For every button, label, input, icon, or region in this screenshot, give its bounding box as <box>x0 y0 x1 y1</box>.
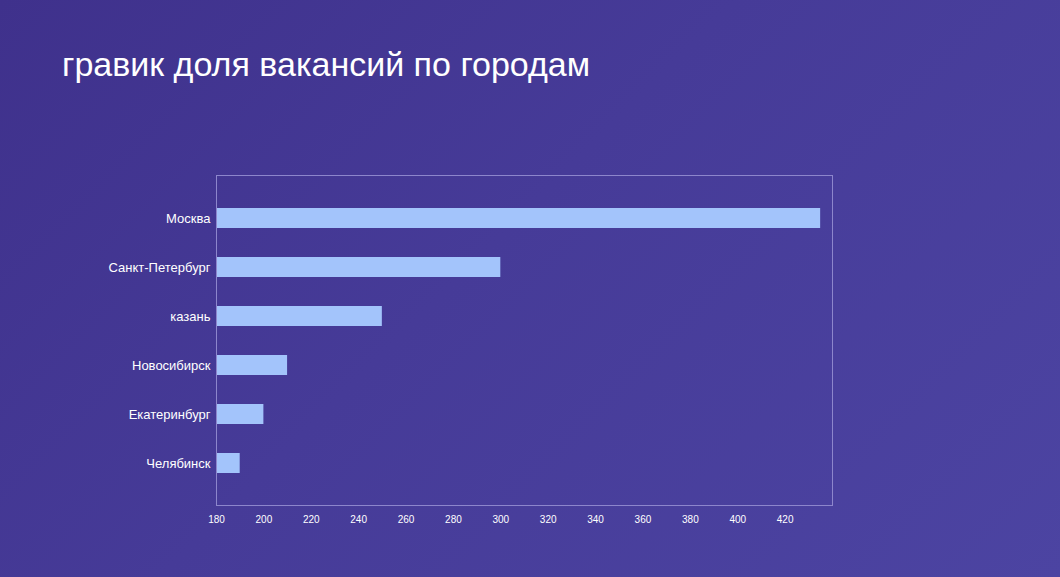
svg-text:Москва: Москва <box>166 211 211 226</box>
svg-text:280: 280 <box>445 514 462 525</box>
svg-text:340: 340 <box>587 514 604 525</box>
svg-text:Новосибирск: Новосибирск <box>132 358 211 373</box>
svg-text:Екатеринбург: Екатеринбург <box>129 407 211 422</box>
svg-text:360: 360 <box>635 514 652 525</box>
svg-text:Санкт-Петербург: Санкт-Петербург <box>109 260 211 275</box>
svg-text:400: 400 <box>729 514 746 525</box>
svg-text:200: 200 <box>256 514 273 525</box>
svg-text:казань: казань <box>170 309 210 324</box>
svg-text:240: 240 <box>350 514 367 525</box>
svg-text:Челябинск: Челябинск <box>146 456 210 471</box>
svg-text:380: 380 <box>682 514 699 525</box>
svg-text:220: 220 <box>303 514 320 525</box>
svg-text:300: 300 <box>492 514 509 525</box>
svg-text:180: 180 <box>208 514 225 525</box>
svg-text:420: 420 <box>777 514 794 525</box>
svg-text:260: 260 <box>398 514 415 525</box>
html-text:гравик доля вакансий по города: гравик доля вакансий по городам <box>62 45 591 83</box>
svg-text:320: 320 <box>540 514 557 525</box>
